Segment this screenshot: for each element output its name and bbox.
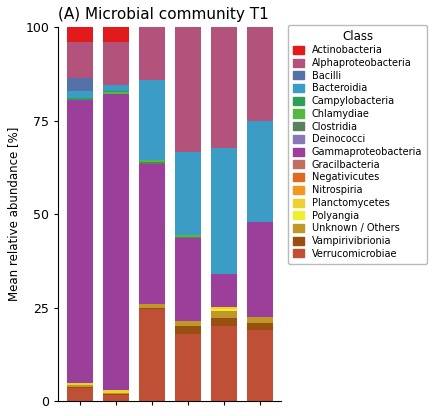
Bar [246, 330, 272, 401]
Bar [210, 309, 236, 311]
Bar [174, 326, 200, 334]
Bar [103, 85, 128, 91]
Bar [174, 153, 200, 235]
Bar [174, 235, 200, 237]
Bar [210, 27, 236, 148]
Bar [174, 27, 200, 153]
Bar [246, 27, 272, 121]
Bar [103, 42, 128, 85]
Bar [67, 98, 93, 100]
Bar [174, 321, 200, 326]
Bar [246, 121, 272, 222]
Bar [174, 334, 200, 401]
Bar [103, 390, 128, 393]
Bar [138, 27, 164, 79]
Text: (A) Microbial community T1: (A) Microbial community T1 [58, 7, 269, 22]
Bar [210, 326, 236, 401]
Bar [138, 162, 164, 164]
Bar [138, 79, 164, 160]
Bar [103, 27, 128, 42]
Bar [67, 78, 93, 91]
Bar [67, 100, 93, 384]
Bar [103, 92, 128, 94]
Bar [138, 160, 164, 162]
Legend: Actinobacteria, Alphaproteobacteria, Bacilli, Bacteroidia, Campylobacteria, Chla: Actinobacteria, Alphaproteobacteria, Bac… [288, 25, 426, 264]
Bar [103, 394, 128, 396]
Bar [210, 274, 236, 307]
Bar [174, 238, 200, 321]
Bar [138, 310, 164, 401]
Bar [210, 311, 236, 317]
Bar [67, 387, 93, 388]
Bar [246, 317, 272, 322]
Bar [138, 304, 164, 307]
Bar [67, 91, 93, 98]
Bar [103, 94, 128, 390]
Bar [174, 237, 200, 238]
Bar [103, 393, 128, 394]
Bar [103, 396, 128, 401]
Bar [67, 385, 93, 387]
Y-axis label: Mean relative abundance [%]: Mean relative abundance [%] [7, 127, 20, 301]
Bar [67, 388, 93, 401]
Bar [210, 317, 236, 326]
Bar [138, 307, 164, 310]
Bar [67, 27, 93, 42]
Bar [210, 307, 236, 309]
Bar [246, 322, 272, 330]
Bar [67, 384, 93, 385]
Bar [246, 222, 272, 317]
Bar [138, 164, 164, 304]
Bar [103, 91, 128, 92]
Bar [210, 148, 236, 274]
Bar [67, 42, 93, 78]
